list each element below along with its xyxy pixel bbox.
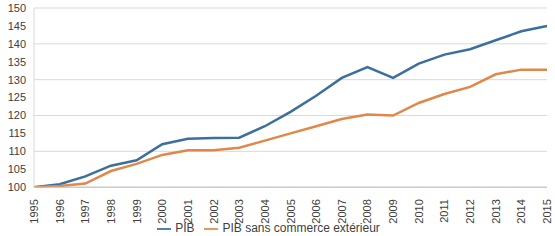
- svg-text:2001: 2001: [182, 199, 194, 223]
- svg-text:110: 110: [8, 145, 26, 157]
- svg-text:140: 140: [8, 38, 26, 50]
- svg-text:2005: 2005: [285, 199, 297, 223]
- svg-text:2014: 2014: [515, 199, 527, 223]
- svg-text:2003: 2003: [233, 199, 245, 223]
- svg-text:1999: 1999: [131, 199, 143, 223]
- svg-text:2010: 2010: [413, 199, 425, 223]
- html-text:PIB: PIB: [175, 221, 195, 236]
- svg-text:2008: 2008: [361, 199, 373, 223]
- svg-text:2009: 2009: [387, 199, 399, 223]
- svg-text:105: 105: [8, 163, 26, 175]
- svg-text:125: 125: [8, 91, 26, 103]
- svg-text:100: 100: [8, 181, 26, 193]
- svg-text:130: 130: [8, 74, 26, 86]
- svg-text:2006: 2006: [310, 199, 322, 223]
- svg-text:2012: 2012: [464, 199, 476, 223]
- svg-text:2015: 2015: [541, 199, 547, 223]
- html-text:PIB sans commerce extérieur: PIB sans commerce extérieur: [222, 221, 380, 236]
- svg-text:2000: 2000: [156, 199, 168, 223]
- svg-text:2007: 2007: [336, 199, 348, 223]
- svg-text:2013: 2013: [490, 199, 502, 223]
- svg-text:120: 120: [8, 109, 26, 121]
- svg-text:115: 115: [8, 127, 26, 139]
- svg-text:145: 145: [8, 20, 26, 32]
- svg-text:1995: 1995: [28, 199, 40, 223]
- svg-text:135: 135: [8, 56, 26, 68]
- svg-text:2011: 2011: [438, 199, 450, 223]
- svg-text:150: 150: [8, 2, 26, 14]
- svg-text:2002: 2002: [208, 199, 220, 223]
- svg-text:2004: 2004: [259, 199, 271, 223]
- svg-text:1997: 1997: [79, 199, 91, 223]
- svg-text:1998: 1998: [105, 199, 117, 223]
- svg-text:1996: 1996: [54, 199, 66, 223]
